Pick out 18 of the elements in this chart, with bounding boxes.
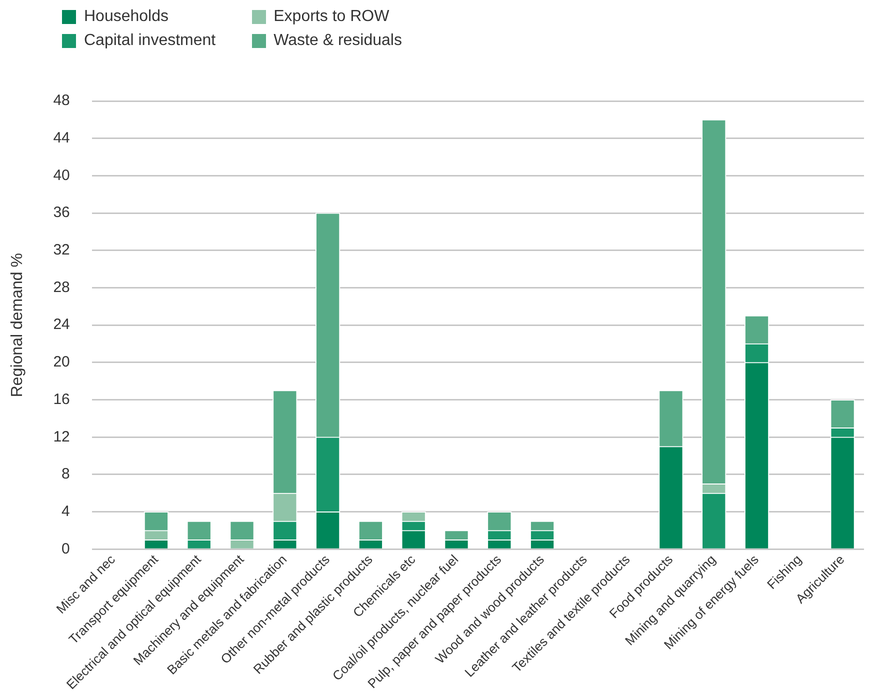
y-tick-label: 40: [53, 166, 70, 184]
y-tick-label: 48: [53, 92, 70, 110]
legend-label: Capital investment: [84, 32, 216, 50]
y-tick-label: 28: [53, 278, 70, 296]
legend-label: Exports to ROW: [274, 8, 390, 26]
y-tick-label: 4: [62, 502, 70, 520]
y-tick-label: 12: [53, 428, 70, 446]
y-axis-title: Regional demand %: [9, 253, 26, 398]
y-tick-label: 0: [62, 540, 70, 558]
y-tick-label: 36: [53, 204, 70, 222]
legend-label: Households: [84, 8, 168, 26]
y-tick-label: 44: [53, 129, 70, 146]
y-tick-label: 8: [62, 466, 70, 483]
legend-label: Waste & residuals: [274, 32, 402, 50]
y-tick-label: 20: [53, 354, 70, 371]
y-tick-label: 32: [53, 242, 70, 259]
y-tick-label: 16: [53, 390, 70, 408]
y-tick-label: 24: [53, 316, 70, 334]
